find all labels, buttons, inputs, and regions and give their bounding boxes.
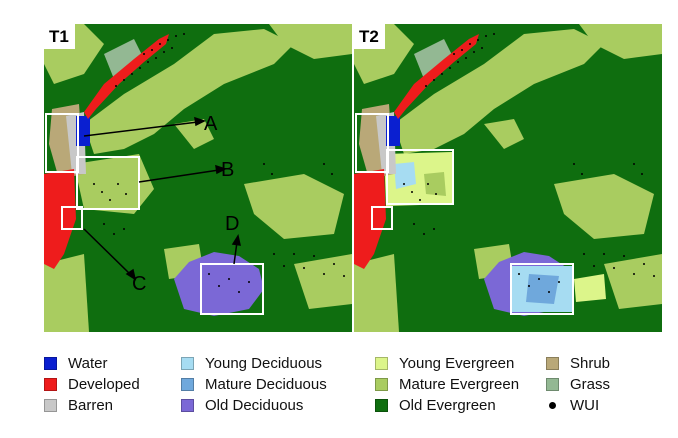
box-c (371, 206, 393, 230)
box-d (510, 263, 574, 315)
legend-swatch-shrub (546, 356, 559, 370)
mature-evergreen-patches (44, 24, 352, 332)
legend: Water Developed Barren Young Deciduous M… (44, 353, 674, 433)
map-panel-t2: T2 (354, 24, 662, 332)
legend-item-water: Water (44, 353, 107, 373)
legend-label-young-evergreen: Young Evergreen (399, 354, 515, 372)
wui-points (403, 33, 655, 293)
legend-label-developed: Developed (68, 375, 140, 393)
legend-swatch-developed (44, 377, 57, 391)
legend-item-shrub: Shrub (546, 353, 610, 373)
land-cover-map-t1: A B C D (44, 24, 352, 332)
study-boxes (355, 113, 574, 315)
legend-swatch-barren (44, 398, 57, 412)
mature-evergreen-patches (354, 24, 662, 332)
developed-area-south (44, 169, 76, 269)
mature-deciduous-regrowth-d (526, 274, 559, 304)
legend-item-young-evergreen: Young Evergreen (375, 353, 514, 373)
legend-swatch-old-deciduous (181, 398, 194, 412)
wui-points (93, 33, 345, 293)
callout-d: D (225, 213, 239, 235)
land-cover-map-t2 (354, 24, 662, 332)
grass-patch (104, 39, 144, 79)
legend-item-mature-deciduous: Mature Deciduous (181, 374, 327, 394)
legend-item-mature-evergreen: Mature Evergreen (375, 374, 519, 394)
developed-area-south (354, 169, 386, 269)
box-a (355, 113, 389, 173)
wui-dot-icon (549, 401, 556, 409)
legend-item-barren: Barren (44, 395, 113, 415)
legend-swatch-grass (546, 377, 559, 391)
young-deciduous-regrowth (394, 162, 416, 189)
panel-label-t2: T2 (354, 24, 385, 49)
callout-arrows (83, 116, 241, 281)
legend-item-old-deciduous: Old Deciduous (181, 395, 303, 415)
legend-swatch-mature-evergreen (375, 377, 388, 391)
box-b (76, 156, 140, 210)
callout-a: A (204, 113, 218, 135)
legend-swatch-water (44, 356, 57, 370)
callout-b: B (221, 159, 234, 181)
study-boxes (45, 113, 264, 315)
legend-label-mature-deciduous: Mature Deciduous (205, 375, 327, 393)
developed-corridor (394, 34, 479, 119)
legend-item-grass: Grass (546, 374, 610, 394)
legend-label-old-deciduous: Old Deciduous (205, 396, 304, 414)
legend-item-young-deciduous: Young Deciduous (181, 353, 322, 373)
legend-label-mature-evergreen: Mature Evergreen (399, 375, 520, 393)
legend-label-young-deciduous: Young Deciduous (205, 354, 323, 372)
box-d (200, 263, 264, 315)
legend-swatch-mature-deciduous (181, 377, 194, 391)
old-deciduous-patch (174, 252, 264, 316)
young-evergreen-regrowth-d (574, 274, 606, 302)
legend-label-water: Water (68, 354, 108, 372)
legend-label-old-evergreen: Old Evergreen (399, 396, 496, 414)
box-c (61, 206, 83, 230)
callout-c: C (132, 273, 146, 295)
box-a (45, 113, 79, 173)
developed-corridor (84, 34, 169, 119)
legend-label-grass: Grass (570, 375, 611, 393)
panel-label-t1: T1 (44, 24, 75, 49)
legend-label-barren: Barren (68, 396, 114, 414)
legend-item-wui: WUI (546, 395, 599, 415)
legend-swatch-young-deciduous (181, 356, 194, 370)
map-panel-t1: A B C D T1 (44, 24, 352, 332)
water-body (386, 116, 400, 146)
legend-item-developed: Developed (44, 374, 140, 394)
legend-swatch-old-evergreen (375, 398, 388, 412)
legend-label-shrub: Shrub (570, 354, 611, 372)
legend-swatch-young-evergreen (375, 356, 388, 370)
box-b (386, 149, 454, 205)
mature-evergreen-regrowth (424, 172, 446, 196)
grass-patch (414, 39, 454, 79)
water-body (76, 116, 90, 146)
legend-label-wui: WUI (570, 396, 600, 414)
legend-item-old-evergreen: Old Evergreen (375, 395, 496, 415)
